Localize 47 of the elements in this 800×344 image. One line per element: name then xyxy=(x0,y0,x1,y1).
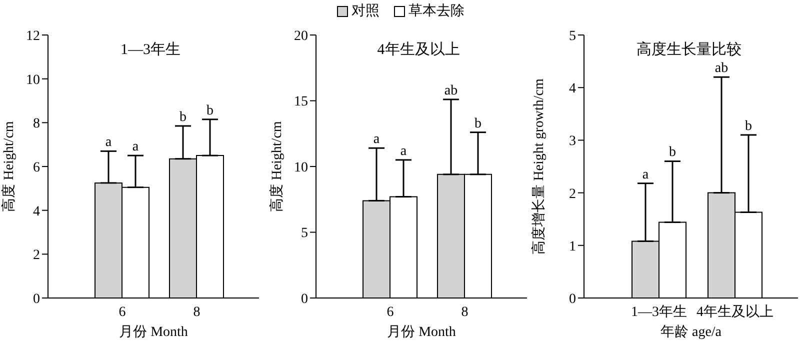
x-tick-label: 4年生及以上 xyxy=(696,304,774,320)
chart-title: 1—3年生 xyxy=(120,40,182,59)
y-axis-title: 高度 Height/cm xyxy=(0,121,17,212)
y-tick-label: 8 xyxy=(33,116,40,132)
annotation: ab xyxy=(444,83,458,98)
y-tick-label: 0 xyxy=(569,292,576,307)
y-tick-label: 4 xyxy=(33,204,40,220)
y-axis-title: 高度 Height/cm xyxy=(268,121,285,212)
annotation: b xyxy=(206,103,214,118)
x-axis-title: 月份 Month xyxy=(119,324,188,340)
y-tick-label: 4 xyxy=(569,82,576,97)
y-tick-label: 15 xyxy=(294,94,308,110)
y-tick-label: 5 xyxy=(569,28,576,44)
x-tick-label: 1—3年生 xyxy=(631,304,687,320)
legend-label: 草本去除 xyxy=(408,2,464,20)
x-tick-label: 8 xyxy=(461,304,468,320)
annotation: a xyxy=(642,167,650,182)
y-tick-label: 2 xyxy=(569,186,576,202)
annotation: a xyxy=(105,135,112,150)
annotation: a xyxy=(132,140,140,155)
annotation: ab xyxy=(714,61,728,76)
x-tick-label: 6 xyxy=(386,304,394,320)
y-tick-label: 0 xyxy=(301,292,308,307)
y-axis-title: 高度增长量 Height growth/cm xyxy=(530,78,547,254)
y-tick-label: 5 xyxy=(301,226,308,242)
y-tick-label: 6 xyxy=(33,160,40,176)
annotation: b xyxy=(180,110,186,125)
x-tick-label: 8 xyxy=(193,304,200,320)
annotation: a xyxy=(373,132,380,148)
legend-label: 对照 xyxy=(352,2,380,20)
annotation: b xyxy=(474,116,482,132)
y-tick-label: 2 xyxy=(33,248,40,264)
x-tick-label: 6 xyxy=(118,304,126,320)
y-tick-label: 10 xyxy=(26,72,40,88)
annotation: a xyxy=(400,144,408,159)
y-tick-label: 1 xyxy=(569,239,576,254)
y-tick-label: 20 xyxy=(294,28,308,44)
x-axis-title: 月份 Month xyxy=(387,324,456,340)
y-tick-label: 12 xyxy=(26,28,40,44)
chart-title: 高度生长量比较 xyxy=(636,40,742,59)
chart-title: 4年生及以上 xyxy=(376,40,461,59)
x-axis-title: 年龄 age/a xyxy=(660,324,722,340)
annotation: b xyxy=(745,118,752,134)
annotation: b xyxy=(669,145,676,160)
y-tick-label: 3 xyxy=(569,134,576,150)
y-tick-label: 0 xyxy=(33,292,40,307)
y-tick-label: 10 xyxy=(294,160,308,176)
